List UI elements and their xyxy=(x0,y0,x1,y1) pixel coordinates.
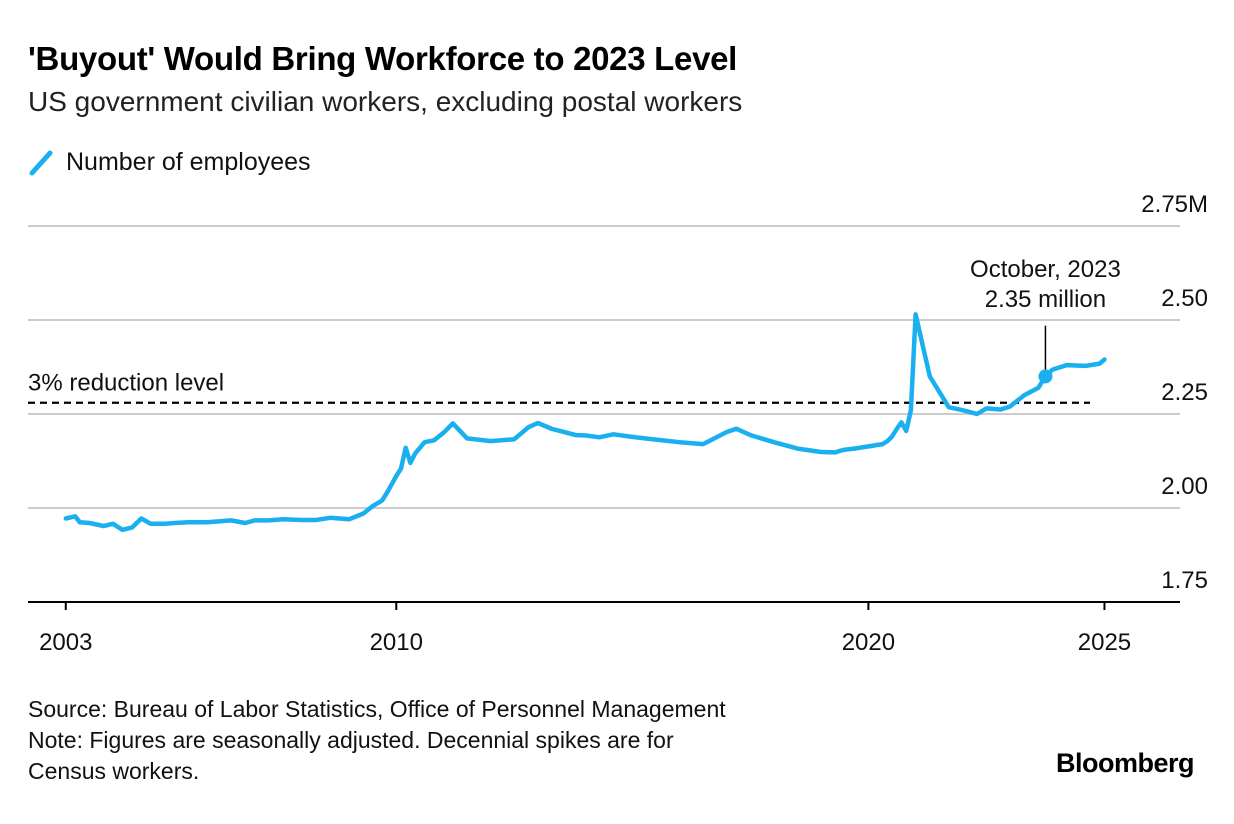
footer: Source: Bureau of Labor Statistics, Offi… xyxy=(28,694,726,787)
y-axis-tick-labels: 1.75 2.00 2.25 2.50 2.75M xyxy=(1141,191,1208,594)
reference-line-label: 3% reduction level xyxy=(28,370,224,397)
x-axis-ticks: 2003 2010 2020 2025 xyxy=(39,602,1131,656)
y-tick-label: 1.75 xyxy=(1161,567,1208,594)
x-tick-label: 2003 xyxy=(39,629,92,656)
y-tick-label: 2.00 xyxy=(1161,473,1208,500)
source-note: Source: Bureau of Labor Statistics, Offi… xyxy=(28,696,726,722)
series-line-number-of-employees xyxy=(63,312,1107,533)
gridlines xyxy=(28,225,1180,509)
chart-subtitle: US government civilian workers, excludin… xyxy=(28,86,743,117)
y-tick-label: 2.25 xyxy=(1161,379,1208,406)
x-tick-label: 2010 xyxy=(370,629,423,656)
bloomberg-logo: Bloomberg xyxy=(1055,748,1195,778)
y-tick-label: 2.75M xyxy=(1141,191,1208,218)
legend-label: Number of employees xyxy=(66,148,311,176)
methodology-note-line-2: Census workers. xyxy=(28,758,200,784)
y-tick-label: 2.50 xyxy=(1161,285,1208,312)
legend-swatch-icon xyxy=(29,150,53,175)
annotation-value: 2.35 million xyxy=(985,286,1106,313)
annotation-point xyxy=(1038,369,1053,384)
legend: Number of employees xyxy=(28,148,311,177)
annotation-date: October, 2023 xyxy=(970,256,1121,283)
x-tick-label: 2025 xyxy=(1078,629,1131,656)
x-tick-label: 2020 xyxy=(842,629,895,656)
methodology-note-line-1: Note: Figures are seasonally adjusted. D… xyxy=(28,727,674,753)
chart-title: 'Buyout' Would Bring Workforce to 2023 L… xyxy=(28,40,738,77)
